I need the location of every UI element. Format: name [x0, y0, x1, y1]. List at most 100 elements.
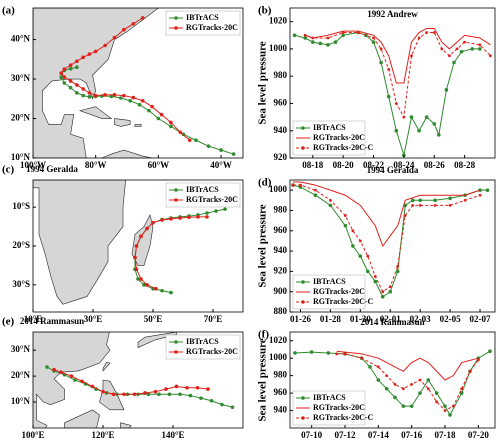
point [223, 207, 227, 211]
point [403, 214, 407, 217]
x-tick-label: 08-24 [393, 160, 414, 170]
point [103, 43, 107, 48]
point [488, 349, 492, 354]
legend-marker [301, 300, 305, 304]
point [112, 35, 117, 40]
point [373, 275, 377, 278]
point [209, 398, 214, 403]
point [448, 203, 452, 207]
legend-label: IBTrACS [186, 337, 219, 346]
point [443, 404, 447, 408]
y-tick-label: 20°N [11, 370, 31, 380]
point [143, 391, 147, 395]
y-tick-label: 960 [274, 387, 288, 397]
axes-frame [32, 179, 244, 313]
x-tick-label: 08-28 [454, 160, 475, 170]
point [433, 203, 437, 207]
point [425, 31, 429, 34]
panel: (d) 1994 Geralda Sea level pressure 01-26 01… [257, 165, 496, 324]
point [478, 193, 482, 197]
point [386, 94, 391, 99]
axes-frame [32, 331, 244, 429]
land [114, 118, 131, 127]
land [64, 409, 100, 428]
point [68, 66, 73, 71]
x-tick-label: 07-14 [368, 430, 389, 440]
point [75, 83, 79, 87]
x-tick-label: 08-22 [363, 160, 384, 170]
point [118, 96, 123, 100]
point [434, 391, 439, 395]
land [33, 180, 126, 305]
point [379, 47, 383, 51]
y-tick-label: 1000 [269, 184, 288, 194]
panel-title: 1994 Geralda [26, 164, 78, 174]
point [335, 352, 339, 356]
point [206, 387, 210, 391]
point [80, 379, 84, 384]
point [372, 36, 375, 40]
point [87, 95, 92, 99]
panel-title: 1994 Geralda [367, 165, 419, 175]
point [178, 392, 182, 397]
point [395, 269, 400, 274]
point [463, 198, 467, 202]
point [373, 279, 378, 284]
track-line [292, 184, 488, 298]
y-tick-label: 20°N [11, 113, 31, 123]
point [371, 40, 376, 44]
point [122, 93, 126, 98]
point [437, 133, 441, 137]
x-tick-label: 02-07 [470, 314, 491, 324]
panel-title: 1992 Andrew [367, 9, 418, 19]
point [68, 79, 73, 83]
y-tick-label: 10°S [12, 201, 30, 211]
y-tick-label: 900 [274, 286, 288, 296]
x-tick-label: 01-30 [350, 314, 371, 324]
y-tick-label: 940 [274, 125, 288, 135]
x-tick-label: 140°E [161, 430, 184, 440]
legend-marker [174, 350, 178, 354]
y-tick-label: 940 [274, 405, 288, 415]
point [440, 47, 444, 51]
y-tick-label: 880 [274, 306, 288, 316]
legend-marker [174, 16, 178, 20]
point [459, 391, 464, 395]
legend-label: IBTrACS [186, 13, 219, 22]
x-tick-label: 01-28 [320, 314, 341, 324]
x-tick-label: 100°W [20, 160, 46, 170]
point [443, 409, 447, 412]
point [128, 98, 132, 103]
point [87, 52, 92, 56]
x-tick-label: 100°E [21, 430, 44, 440]
point [81, 93, 85, 98]
point [231, 152, 236, 156]
point [418, 203, 422, 207]
y-tick-label: 40°N [11, 34, 31, 44]
point [329, 198, 332, 202]
plot-area [33, 180, 227, 305]
legend-marker [174, 198, 178, 202]
point [384, 386, 389, 391]
point [460, 387, 464, 391]
x-tick-label: 07-20 [468, 430, 489, 440]
y-tick-label: 980 [274, 205, 288, 215]
point [169, 124, 173, 129]
point [418, 378, 422, 382]
point [387, 67, 391, 71]
point [314, 188, 317, 192]
point [145, 226, 149, 231]
point [167, 392, 172, 397]
legend-label: IBTrACS [313, 123, 346, 132]
point [159, 112, 164, 117]
point [196, 215, 200, 219]
point [463, 40, 467, 44]
plot-area [33, 8, 236, 158]
point [309, 350, 314, 354]
point [448, 196, 452, 201]
point [478, 43, 482, 47]
point [489, 54, 492, 58]
point [380, 294, 385, 299]
point [424, 115, 429, 119]
x-tick-label: 30°E [84, 314, 103, 324]
